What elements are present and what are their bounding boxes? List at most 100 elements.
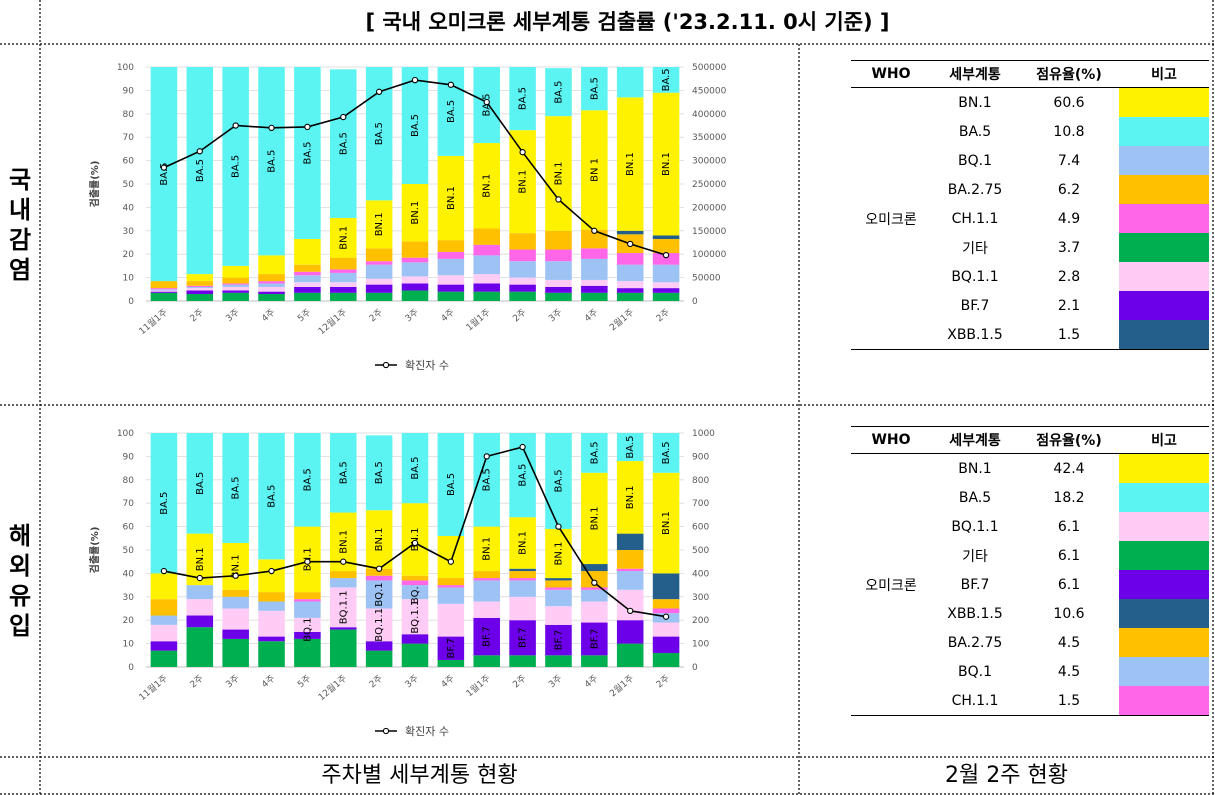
bar-segment-BQ.1.1 <box>616 281 644 289</box>
share-cell: 18.2 <box>1053 489 1085 506</box>
chart-overseas: 0102030405060708090100010020030040050060… <box>88 429 715 738</box>
bar-segment-BN.1 <box>652 472 680 574</box>
bar-segment-BA.5 <box>294 433 321 527</box>
x-tick-label: 2주 <box>511 673 529 690</box>
bar-label: BA.5 <box>267 150 278 173</box>
bar-label: BF.7 <box>446 638 457 659</box>
bar-segment-BA.2.75 <box>545 580 572 588</box>
bar-label: BA.5 <box>231 476 242 499</box>
bar-segment-BQ.1 <box>294 275 321 283</box>
bar-segment-BQ.1.1 <box>509 277 536 285</box>
table-row: 기타 3.7 <box>851 233 1209 262</box>
bar-segment-BQ.1 <box>545 261 572 280</box>
x-tick-label: 2주 <box>367 307 385 324</box>
y-tick-label: 40 <box>123 569 135 579</box>
bar-segment-BF.7 <box>616 288 644 293</box>
bar-segment-기타 <box>509 291 536 301</box>
bar-segment-BN.1 <box>258 559 285 593</box>
table-row: BA.5 18.2 <box>851 483 1209 512</box>
bar-segment-기타 <box>258 293 285 301</box>
lineage-cell: 기타 <box>962 548 988 565</box>
bar-label: BN.1 <box>374 212 385 236</box>
lineage-cell: BN.1 <box>958 460 992 477</box>
line-point <box>375 88 383 95</box>
bar-segment-CH.1.1 <box>545 587 572 590</box>
bar-segment-BA.2.75 <box>437 240 465 252</box>
y2-tick-label: 100 <box>692 640 709 650</box>
share-cell: 42.4 <box>1053 460 1085 477</box>
bar-segment-기타 <box>616 292 644 301</box>
color-swatch-cell <box>1119 146 1209 175</box>
bar-segment-CH.1.1 <box>473 244 501 256</box>
bar-segment-BQ.1.1 <box>258 286 285 292</box>
bar-segment-BQ.1 <box>437 587 465 604</box>
bar-segment-BN.1 <box>545 116 572 231</box>
bar-segment-BF.7 <box>652 636 680 653</box>
bar-segment-BF.7 <box>545 624 572 656</box>
legend-label: 확진자 수 <box>405 359 449 372</box>
y-tick-label: 100 <box>117 63 134 73</box>
bar-label: BA.5 <box>446 473 457 496</box>
bar-label: BN.1 <box>589 506 600 530</box>
lineage-cell: BQ.1.1 <box>951 268 999 285</box>
bar-segment-BQ.1 <box>616 571 644 590</box>
x-tick-label: 3주 <box>547 673 565 690</box>
bar-label: BA.5 <box>410 114 421 137</box>
bar-segment-BQ.1.1 <box>329 587 357 628</box>
bar-segment-BQ.1.1 <box>437 603 465 637</box>
bar-segment-BA.5 <box>652 67 680 93</box>
bar-label: BN.1 <box>625 152 636 176</box>
bar-segment-기타 <box>545 655 572 667</box>
bar-segment-XBB.1.5 <box>652 573 680 600</box>
legend-marker <box>382 361 390 369</box>
bar-label: BA.5 <box>553 81 564 104</box>
bar-label: BN.1 <box>410 528 421 552</box>
bar-segment-BA.5 <box>294 67 321 239</box>
y-tick-label: 0 <box>128 297 134 307</box>
color-swatch-cell <box>1119 175 1209 204</box>
bar-segment-BA.5 <box>186 67 214 275</box>
y2-tick-label: 0 <box>692 297 698 307</box>
lineage-cell: 기타 <box>962 240 988 257</box>
footer-right: 2월 2주 현황 <box>945 763 1068 788</box>
row-label-char: 해 <box>8 522 32 550</box>
bar-label: BQ.1.1 <box>302 608 313 642</box>
line-point <box>196 148 203 155</box>
bar-segment-BN.1 <box>509 517 536 569</box>
bar-segment-CH.1.1 <box>365 575 393 581</box>
bar-segment-BF.7 <box>150 291 178 293</box>
bar-segment-기타 <box>437 659 465 667</box>
x-tick-label: 4주 <box>260 673 278 690</box>
bar-segment-BQ.1.1 <box>186 288 214 291</box>
bar-label: BN.1 <box>518 531 529 555</box>
line-point <box>519 443 526 451</box>
x-tick-label: 2주 <box>188 307 206 324</box>
table-row: 오미크론 BN.1 60.6 <box>851 87 1209 350</box>
bar-segment-기타 <box>222 292 249 301</box>
line-point <box>160 164 168 171</box>
bar-segment-BA.2.75 <box>294 264 321 272</box>
y-tick-label: 0 <box>128 663 134 673</box>
row-label-char: 입 <box>8 612 32 640</box>
y2-tick-label: 800 <box>692 476 709 486</box>
bar-segment-BF.7 <box>473 617 501 656</box>
bar-segment-BA.2.75 <box>329 257 357 270</box>
bar-segment-BQ.1.1 <box>150 624 178 642</box>
color-swatch-cell <box>1119 599 1209 628</box>
bar-segment-BQ.1.1 <box>294 282 321 287</box>
line-point <box>662 251 670 259</box>
bar-segment-BQ.1 <box>437 258 465 276</box>
bar-label: BF.7 <box>518 627 529 648</box>
bar-segment-BQ.1.1 <box>616 589 644 621</box>
bar-label: BA.5 <box>302 141 313 164</box>
bar-segment-기타 <box>150 292 178 301</box>
bar-segment-BA.5 <box>329 69 357 218</box>
y2-tick-label: 1000 <box>692 429 715 439</box>
bar-label: BA.5 <box>410 457 421 480</box>
bar-segment-BF.7 <box>581 622 608 656</box>
y2-tick-label: 700 <box>692 499 709 509</box>
bar-segment-BQ.1 <box>545 589 572 607</box>
